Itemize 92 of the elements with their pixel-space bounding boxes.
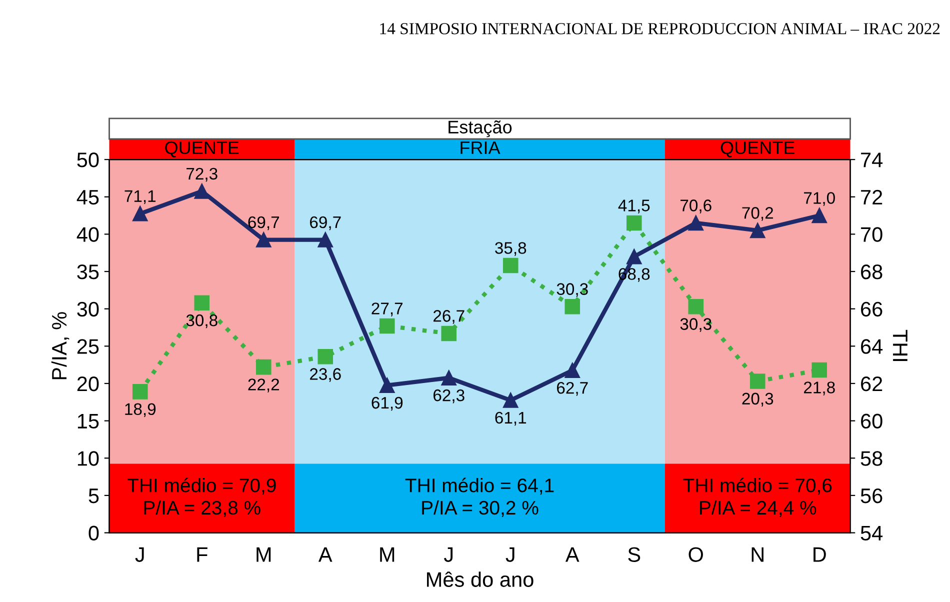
data-label: 41,5 [618,200,650,214]
point [441,326,457,342]
y-tick-label: 25 [77,339,99,354]
point [688,298,704,314]
band-label: QUENTE [165,141,239,158]
point [256,232,272,248]
y-tick-label: 0 [88,526,99,541]
x-tick-label: J [444,547,453,562]
y2-tick-label: 74 [861,152,883,168]
y-tick-label: 40 [76,227,99,242]
data-label: 70,6 [680,200,712,214]
chart-subtitle: Estação [448,120,512,138]
x-tick-label: S [628,547,640,562]
y-tick-label: 35 [77,264,99,280]
data-label: 23,6 [310,368,341,382]
point [564,362,580,378]
data-label: 61,9 [372,396,403,411]
point [318,232,334,248]
point [379,318,395,334]
y2-tick-label: 68 [861,264,882,280]
point [812,362,828,378]
y-tick-label: 15 [78,414,99,429]
data-label: 71,0 [804,192,835,206]
data-label: 62,3 [434,389,464,404]
data-label: 62,7 [557,382,588,396]
y-tick-label: 50 [77,152,99,168]
y2-tick-label: 66 [861,302,882,317]
data-label: 18,9 [125,403,156,418]
band-label: FRIA [460,142,500,154]
data-label: 61,1 [495,412,526,426]
point [626,248,642,264]
band-label: QUENTE [720,141,794,158]
x-tick-label: M [380,547,394,562]
y2-tick-label: 58 [860,451,882,466]
data-label: 70,2 [742,207,774,221]
y2-tick-label: 70 [861,227,882,242]
y2-tick-label: 72 [861,190,882,204]
data-label: 30,8 [186,314,218,328]
x-axis-title: Mês do ano [427,572,534,587]
y2-tick-label: 62 [861,376,882,392]
y-tick-label: 45 [76,190,99,205]
band-label: THI médio = 70,9 P/IA = 23,8 % [127,478,276,517]
point [750,222,766,238]
data-label: 69,7 [248,216,280,230]
point [750,374,766,389]
y2-tick-label: 56 [860,488,882,504]
point [194,184,210,199]
data-label: 20,3 [742,392,774,407]
data-label: 71,1 [124,190,156,204]
x-tick-label: F [197,547,208,562]
point [564,298,580,314]
point [132,206,148,222]
point [379,378,395,393]
y2-tick-label: 54 [860,526,883,541]
y-tick-label: 5 [88,488,99,504]
data-label: 35,8 [495,242,526,256]
y-tick-label: 20 [77,376,99,392]
band-label: THI médio = 64,1 P/IA = 30,2 % [405,478,554,517]
x-tick-label: A [565,547,580,562]
y2-tick-label: 60 [861,414,882,429]
point [812,208,828,224]
point [502,392,518,408]
point [194,295,210,310]
point [626,215,642,231]
band-label: THI médio = 70,6 P/IA = 24,4 % [683,478,832,517]
point [441,370,457,386]
x-tick-label: J [506,547,514,562]
y-tick-label: 30 [77,302,99,317]
point [256,359,272,375]
data-label: 72,3 [186,168,218,182]
x-tick-label: A [318,547,332,562]
x-tick-label: J [135,547,144,562]
chart-title: 14 SIMPOSIO INTERNACIONAL DE REPRODUCCION ANIMAL – IRAC 2022 [380,23,940,34]
x-tick-label: O [688,547,703,562]
data-label: 30,3 [680,318,712,332]
point [688,215,704,231]
y2-tick-label: 64 [861,339,883,354]
data-label: 22,2 [248,378,280,392]
point [132,384,148,400]
y-axis-title: P/IA, % [51,312,70,380]
y-tick-label: 10 [78,451,99,466]
x-tick-label: M [256,547,271,562]
data-label: 26,7 [433,310,464,324]
data-label: 69,7 [310,216,341,230]
x-tick-label: N [752,547,764,562]
y2-axis-title: THI [893,330,908,362]
data-label: 21,8 [804,382,835,396]
data-label: 27,7 [372,302,403,316]
data-label: 30,3 [556,283,588,297]
point [502,258,518,274]
x-tick-label: D [814,547,826,562]
point [318,348,334,364]
